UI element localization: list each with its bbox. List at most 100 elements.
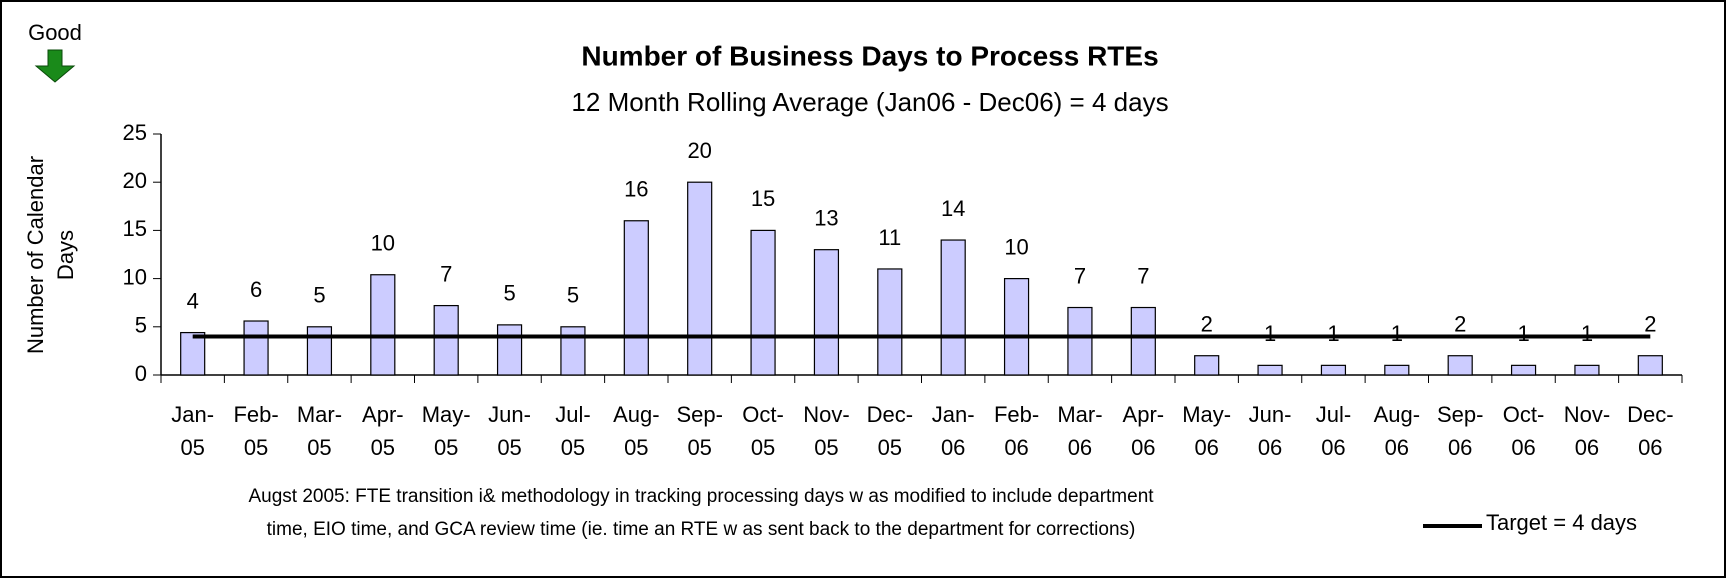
x-tick-label-line: Nov- (1564, 402, 1610, 427)
data-label: 10 (371, 231, 395, 256)
y-axis-label: Number of Calendar Days (23, 156, 78, 354)
bar (1384, 364, 1410, 376)
x-tick-label-line: Nov- (803, 402, 849, 427)
bar (306, 326, 333, 376)
x-tick-label: Jul- 06 (1316, 402, 1351, 460)
x-tick-label-line: 06 (1638, 435, 1662, 460)
chart-title: Number of Business Days to Process RTEs (581, 40, 1158, 71)
data-label: 2 (1454, 312, 1466, 337)
x-tick-label: Sep- 06 (1437, 402, 1483, 460)
x-tick-label-line: Sep- (676, 402, 722, 427)
x-tick-label-line: 05 (814, 435, 838, 460)
x-tick-label-line: Sep- (1437, 402, 1483, 427)
x-tick-label: Dec- 06 (1627, 402, 1673, 460)
x-tick-label-line: 06 (1068, 435, 1092, 460)
data-label: 1 (1327, 321, 1339, 346)
data-label: 7 (1074, 263, 1086, 288)
data-label: 16 (624, 177, 648, 202)
bar (560, 326, 586, 376)
x-tick-label: Nov- 05 (803, 402, 849, 460)
note: Augst 2005: FTE transition i& methodolog… (248, 486, 1154, 507)
y-tick-label: 25 (123, 120, 147, 145)
x-tick-label-line: 05 (751, 435, 775, 460)
x-tick-label: Jun- 06 (1249, 402, 1292, 460)
data-label: 10 (1004, 234, 1028, 259)
y-axis-label-line: Number of Calendar (23, 156, 48, 354)
x-tick-label-line: 06 (1004, 435, 1028, 460)
x-tick-label-line: 06 (941, 435, 965, 460)
x-tick-label-line: Dec- (867, 402, 913, 427)
data-label: 4 (187, 288, 199, 313)
x-tick-label: Mar- 06 (1057, 402, 1102, 460)
data-label: 1 (1391, 321, 1403, 346)
bar (370, 274, 396, 376)
data-label: 1 (1264, 321, 1276, 346)
data-label: 5 (567, 283, 579, 308)
bar (1574, 364, 1600, 376)
x-tick-label-line: Apr- (362, 402, 404, 427)
x-tick-label-line: 06 (1511, 435, 1535, 460)
good-arrow (34, 49, 76, 83)
x-tick-label-line: 05 (434, 435, 458, 460)
x-tick-label-line: 06 (1258, 435, 1282, 460)
bar (1067, 306, 1093, 376)
x-tick-label-line: Dec- (1627, 402, 1673, 427)
x-tick-label-line: Oct- (742, 402, 784, 427)
bar (687, 181, 713, 376)
bar (813, 249, 840, 376)
x-tick-label: Sep- 05 (676, 402, 722, 460)
x-tick-label-line: 06 (1131, 435, 1155, 460)
y-axis-label-line: Days (53, 230, 78, 280)
x-tick-label-line: Mar- (297, 402, 342, 427)
x-tick-label-line: 05 (244, 435, 268, 460)
bar (433, 304, 459, 376)
x-tick-label: Jan- 06 (932, 402, 975, 460)
bar (1257, 364, 1283, 376)
legend-label: Target = 4 days (1486, 510, 1637, 535)
x-tick-label: Dec- 05 (867, 402, 913, 460)
x-tick-label-line: Oct- (1503, 402, 1545, 427)
chart-subtitle: 12 Month Rolling Average (Jan06 - Dec06)… (571, 87, 1168, 117)
x-tick-label: Nov- 06 (1564, 402, 1610, 460)
x-tick-label: Aug- 06 (1374, 402, 1420, 460)
data-label: 7 (1137, 263, 1149, 288)
bar (1194, 355, 1220, 376)
x-tick-label: Oct- 05 (742, 402, 784, 460)
x-tick-label-line: 06 (1575, 435, 1599, 460)
x-tick-label: Apr- 05 (362, 402, 404, 460)
x-tick-label-line: Aug- (613, 402, 659, 427)
bar (750, 229, 776, 376)
bar (940, 239, 966, 376)
x-tick-label-line: Feb- (233, 402, 278, 427)
x-tick-label-line: Jan- (171, 402, 214, 427)
data-label: 15 (751, 186, 775, 211)
x-tick-label: Aug- 05 (613, 402, 659, 460)
x-tick-label-line: May- (422, 402, 471, 427)
x-tick-label-line: Jun- (1249, 402, 1292, 427)
data-label: 1 (1581, 321, 1593, 346)
x-tick-label-line: 05 (371, 435, 395, 460)
x-tick-label-line: 05 (180, 435, 204, 460)
x-tick-label: Jun- 05 (488, 402, 531, 460)
x-tick-label-line: 05 (497, 435, 521, 460)
x-tick-label-line: Jul- (555, 402, 590, 427)
data-label: 14 (941, 196, 965, 221)
x-tick-label: Mar- 05 (297, 402, 342, 460)
x-tick-label: Feb- 06 (994, 402, 1039, 460)
bar (1510, 364, 1537, 376)
x-tick-label-line: 06 (1321, 435, 1345, 460)
bar (1447, 355, 1473, 376)
x-tick-label: Oct- 06 (1503, 402, 1545, 460)
data-label: 2 (1644, 312, 1656, 337)
x-tick-label-line: 05 (307, 435, 331, 460)
data-label: 2 (1201, 312, 1213, 337)
bar (180, 331, 206, 376)
bar (623, 220, 649, 376)
x-tick-label-line: 06 (1194, 435, 1218, 460)
bar (1130, 306, 1156, 376)
data-label: 5 (313, 283, 325, 308)
x-tick-label-line: 06 (1385, 435, 1409, 460)
data-label: 6 (250, 277, 262, 302)
